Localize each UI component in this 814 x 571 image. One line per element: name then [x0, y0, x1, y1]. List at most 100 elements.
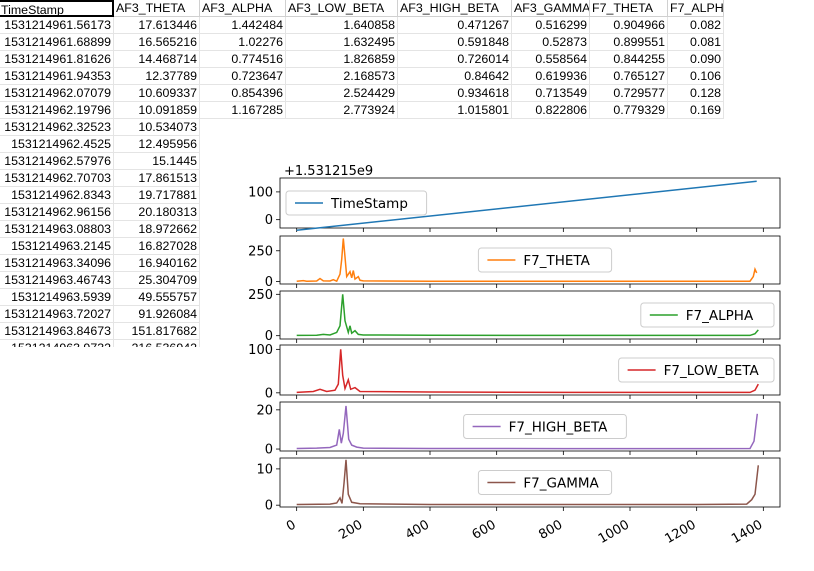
table-cell[interactable]: 91.926084 [114, 306, 200, 323]
table-cell[interactable]: 17.613446 [114, 17, 200, 34]
y-tick-label: 100 [248, 185, 273, 200]
axes-frame [279, 177, 781, 229]
column-header[interactable]: AF3_GAMMA [512, 0, 590, 17]
table-cell[interactable]: 1531214961.56173 [0, 17, 114, 34]
column-header[interactable]: AF3_ALPHA [200, 0, 286, 17]
table-cell[interactable]: 0.854396 [200, 85, 286, 102]
subplot: 100 0 TimeStamp [248, 177, 781, 232]
table-cell[interactable]: 49.555757 [114, 289, 200, 306]
selected-cell[interactable]: TimeStamp [0, 0, 114, 17]
table-cell[interactable]: 0.726014 [398, 51, 512, 68]
table-cell[interactable]: 17.861513 [114, 170, 200, 187]
column-header[interactable]: F7_THETA [590, 0, 668, 17]
table-cell[interactable]: 0.516299 [512, 17, 590, 34]
table-cell[interactable]: 0.934618 [398, 85, 512, 102]
table-cell[interactable]: 1.826859 [286, 51, 398, 68]
table-cell[interactable]: 0.729577 [590, 85, 668, 102]
table-cell[interactable]: 1.442484 [200, 17, 286, 34]
table-cell[interactable]: 1531214963.84673 [0, 323, 114, 340]
table-cell[interactable]: 1531214962.8343 [0, 187, 114, 204]
table-cell[interactable]: 1.02276 [200, 34, 286, 51]
table-cell[interactable]: 1531214963.72027 [0, 306, 114, 323]
table-cell[interactable]: 0.082 [668, 17, 724, 34]
table-cell[interactable]: 15.1445 [114, 153, 200, 170]
table-cell[interactable]: 1.632495 [286, 34, 398, 51]
table-cell[interactable]: 16.940162 [114, 255, 200, 272]
table-cell[interactable]: 1531214961.81626 [0, 51, 114, 68]
table-cell[interactable]: 1531214962.96156 [0, 204, 114, 221]
table-cell[interactable]: 1531214963.34096 [0, 255, 114, 272]
table-cell[interactable]: 1531214962.70703 [0, 170, 114, 187]
table-cell[interactable]: 0.822806 [512, 102, 590, 119]
table-cell[interactable]: 0.169 [668, 102, 724, 119]
table-cell[interactable]: 151.817682 [114, 323, 200, 340]
table-cell[interactable]: 12.37789 [114, 68, 200, 85]
table-cell[interactable]: 10.609337 [114, 85, 200, 102]
table-cell[interactable]: 1.640858 [286, 17, 398, 34]
table-cell[interactable]: 25.304709 [114, 272, 200, 289]
table-cell[interactable]: 10.534073 [114, 119, 200, 136]
table-cell[interactable]: 1.167285 [200, 102, 286, 119]
table-cell[interactable]: 2.773924 [286, 102, 398, 119]
table-cell[interactable]: 1531214963.08803 [0, 221, 114, 238]
legend-label: F7_LOW_BETA [664, 363, 760, 379]
legend: F7_THETA [477, 247, 613, 273]
legend-box [640, 302, 775, 328]
subplot: 100 0 F7_LOW_BETA [248, 343, 781, 401]
table-cell[interactable]: 0.904966 [590, 17, 668, 34]
table-cell[interactable]: 0.765127 [590, 68, 668, 85]
table-cell[interactable]: 0.090 [668, 51, 724, 68]
table-cell[interactable]: 1531214961.94353 [0, 68, 114, 85]
table-cell[interactable]: 12.495956 [114, 136, 200, 153]
table-cell[interactable]: 1531214962.07079 [0, 85, 114, 102]
table-cell[interactable]: 0.713549 [512, 85, 590, 102]
table-cell[interactable]: 1531214963.46743 [0, 272, 114, 289]
axes-frame [279, 344, 781, 396]
y-tick-label: 0 [265, 386, 273, 401]
table-cell[interactable]: 0.619936 [512, 68, 590, 85]
table-cell[interactable]: 1531214962.19796 [0, 102, 114, 119]
column-header[interactable]: AF3_THETA [114, 0, 200, 17]
table-cell[interactable]: 10.091859 [114, 102, 200, 119]
legend-label: F7_GAMMA [523, 476, 599, 492]
column-header[interactable]: AF3_HIGH_BETA [398, 0, 512, 17]
table-cell[interactable]: 0.723647 [200, 68, 286, 85]
table-cell[interactable]: 16.827028 [114, 238, 200, 255]
y-tick-label: 0 [265, 499, 273, 514]
table-cell[interactable]: 1531214963.9732 [0, 340, 114, 347]
y-tick-label: 100 [248, 343, 273, 358]
table-cell[interactable]: 1.015801 [398, 102, 512, 119]
table-cell[interactable]: 0.844255 [590, 51, 668, 68]
table-cell[interactable]: 0.52873 [512, 34, 590, 51]
table-cell[interactable]: 0.591848 [398, 34, 512, 51]
table-cell[interactable]: 1531214962.32523 [0, 119, 114, 136]
table-cell[interactable]: 216.536942 [114, 340, 200, 347]
table-cell[interactable]: 1531214963.2145 [0, 238, 114, 255]
table-cell[interactable]: 2.168573 [286, 68, 398, 85]
table-cell[interactable]: 14.468714 [114, 51, 200, 68]
table-cell[interactable]: 19.717881 [114, 187, 200, 204]
table-cell[interactable]: 0.558564 [512, 51, 590, 68]
column-header[interactable]: F7_ALPHA [668, 0, 724, 17]
x-tick-label: 1400 [729, 517, 765, 547]
table-cell[interactable]: 0.106 [668, 68, 724, 85]
table-cell[interactable]: 2.524429 [286, 85, 398, 102]
table-cell[interactable]: 18.972662 [114, 221, 200, 238]
x-tick-label: 0 [284, 517, 299, 534]
table-cell[interactable]: 0.081 [668, 34, 724, 51]
table-cell[interactable]: 1531214962.4525 [0, 136, 114, 153]
table-cell[interactable]: 0.779329 [590, 102, 668, 119]
table-cell[interactable]: 0.774516 [200, 51, 286, 68]
table-cell[interactable]: 0.84642 [398, 68, 512, 85]
table-cell[interactable]: 0.471267 [398, 17, 512, 34]
table-cell[interactable]: 1531214963.5939 [0, 289, 114, 306]
y-tick-label: 0 [265, 213, 273, 228]
table-cell[interactable]: 1531214961.68899 [0, 34, 114, 51]
table-cell[interactable]: 20.180313 [114, 204, 200, 221]
table-cell[interactable]: 0.899551 [590, 34, 668, 51]
table-cell[interactable]: 1531214962.57976 [0, 153, 114, 170]
table-cell[interactable]: 0.128 [668, 85, 724, 102]
axes-frame [279, 401, 781, 452]
table-cell[interactable]: 16.565216 [114, 34, 200, 51]
column-header[interactable]: AF3_LOW_BETA [286, 0, 398, 17]
